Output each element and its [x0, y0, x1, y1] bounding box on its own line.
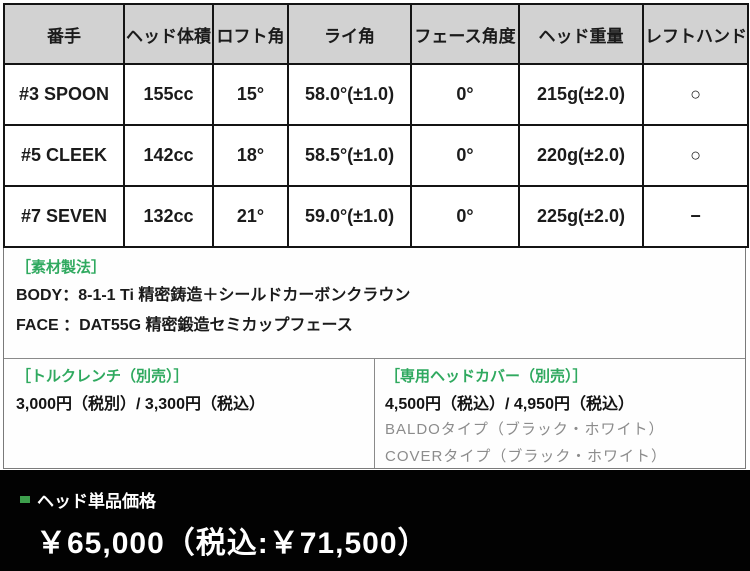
spec-cell-lefthand: ○: [642, 124, 749, 187]
header-lie-angle: ライ角: [287, 3, 412, 65]
table-row: #7 SEVEN 132cc 21° 59.0°(±1.0) 0° 225g(±…: [3, 185, 749, 248]
head-price-label: ヘッド単品価格: [37, 492, 156, 511]
spec-cell-face: 0°: [410, 124, 520, 187]
header-face-angle: フェース角度: [410, 3, 520, 65]
head-price-bar: ヘッド単品価格 ￥65,000（税込:￥71,500）: [0, 470, 750, 571]
torque-wrench-price: 3,000円（税別）/ 3,300円（税込）: [16, 396, 265, 413]
torque-wrench-heading: ［トルクレンチ（別売）］: [16, 368, 189, 385]
headcover-type-baldo: BALDOタイプ（ブラック・ホワイト）: [385, 421, 665, 438]
spec-cell-weight: 225g(±2.0): [518, 185, 644, 248]
spec-cell-loft: 18°: [212, 124, 289, 187]
info-sections: ［素材製法］ BODY：8-1-1 Ti 精密鋳造＋シールドカーボンクラウン F…: [3, 248, 746, 469]
spec-cell-lie: 58.5°(±1.0): [287, 124, 412, 187]
header-head-weight: ヘッド重量: [518, 3, 644, 65]
spec-cell-lefthand: ○: [642, 63, 749, 126]
spec-cell-face: 0°: [410, 63, 520, 126]
table-row: #3 SPOON 155cc 15° 58.0°(±1.0) 0° 215g(±…: [3, 63, 749, 126]
spec-cell-loft: 15°: [212, 63, 289, 126]
spec-table: 番手 ヘッド体積 ロフト角 ライ角 フェース角度 ヘッド重量 レフトハンド #3…: [3, 3, 749, 248]
spec-cell-weight: 220g(±2.0): [518, 124, 644, 187]
table-row: #5 CLEEK 142cc 18° 58.5°(±1.0) 0° 220g(±…: [3, 124, 749, 187]
header-left-hand: レフトハンド: [642, 3, 749, 65]
spec-cell-face: 0°: [410, 185, 520, 248]
material-body-line: BODY：8-1-1 Ti 精密鋳造＋シールドカーボンクラウン: [16, 287, 411, 304]
material-face-line: FACE ：DAT55G 精密鍛造セミカップフェース: [16, 317, 353, 334]
headcover-heading: ［専用ヘッドカバー（別売）］: [385, 368, 588, 385]
header-loft-angle: ロフト角: [212, 3, 289, 65]
spec-cell-lie: 59.0°(±1.0): [287, 185, 412, 248]
spec-cell-lefthand: −: [642, 185, 749, 248]
header-club-number: 番手: [3, 3, 125, 65]
headcover-section: ［専用ヘッドカバー（別売）］ 4,500円（税込）/ 4,950円（税込） BA…: [375, 359, 745, 468]
optional-items-row: ［トルクレンチ（別売）］ 3,000円（税別）/ 3,300円（税込） ［専用ヘ…: [4, 358, 745, 468]
spec-cell-volume: 132cc: [123, 185, 214, 248]
green-square-bullet-icon: [20, 496, 30, 503]
spec-table-header-row: 番手 ヘッド体積 ロフト角 ライ角 フェース角度 ヘッド重量 レフトハンド: [3, 3, 749, 65]
material-section-heading: ［素材製法］: [16, 259, 107, 276]
headcover-price: 4,500円（税込）/ 4,950円（税込）: [385, 396, 634, 413]
header-head-volume: ヘッド体積: [123, 3, 214, 65]
spec-cell-club: #7 SEVEN: [3, 185, 125, 248]
headcover-type-cover: COVERタイプ（ブラック・ホワイト）: [385, 448, 668, 465]
head-price-value: ￥65,000（税込:￥71,500）: [36, 527, 429, 560]
spec-cell-weight: 215g(±2.0): [518, 63, 644, 126]
spec-cell-lie: 58.0°(±1.0): [287, 63, 412, 126]
material-section: ［素材製法］ BODY：8-1-1 Ti 精密鋳造＋シールドカーボンクラウン F…: [4, 248, 745, 358]
spec-cell-loft: 21°: [212, 185, 289, 248]
spec-cell-club: #5 CLEEK: [3, 124, 125, 187]
spec-cell-volume: 142cc: [123, 124, 214, 187]
torque-wrench-section: ［トルクレンチ（別売）］ 3,000円（税別）/ 3,300円（税込）: [4, 359, 375, 468]
spec-cell-club: #3 SPOON: [3, 63, 125, 126]
spec-cell-volume: 155cc: [123, 63, 214, 126]
head-price-label-row: ヘッド単品価格: [0, 470, 750, 512]
